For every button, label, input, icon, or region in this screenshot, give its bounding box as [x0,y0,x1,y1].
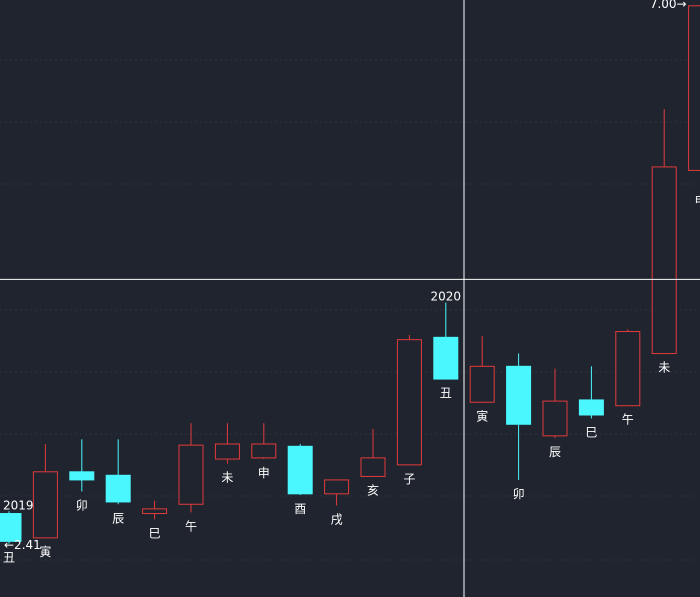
period-label: 酉 [294,502,306,516]
candle[interactable] [0,511,22,544]
period-label: 未 [658,361,670,375]
candle-body [651,166,677,355]
candle-body [105,474,131,503]
candle-body [396,339,422,466]
period-label: 丑 [3,551,15,565]
year-label-2019: 2019 [3,499,34,513]
period-label: 寅 [39,544,51,559]
candle[interactable] [214,423,240,464]
candle-body [688,5,700,171]
candle-body [69,471,95,481]
candle-body [178,444,204,505]
candle[interactable] [251,423,277,460]
period-label: 卯 [76,499,88,513]
candle[interactable] [105,439,131,505]
candle-body [433,336,459,380]
period-label: 辰 [549,445,561,459]
candle[interactable] [32,443,58,539]
high-price-marker: 7.00→ [650,0,687,11]
candle-body [578,399,604,416]
candles-group [0,0,700,544]
candle-body [287,445,313,495]
period-label: 辰 [112,511,124,525]
candle[interactable] [360,428,386,477]
period-label: 丑 [440,386,452,400]
period-label: 午 [622,413,634,427]
candle-body [0,513,22,542]
period-label: 申 [695,194,700,208]
candle[interactable] [651,108,677,355]
period-label: 寅 [476,408,488,423]
candle[interactable] [469,336,495,403]
candle[interactable] [178,423,204,513]
candle-body [360,457,386,477]
candle-body [32,471,58,539]
candle[interactable] [615,329,641,407]
candle[interactable] [542,368,568,439]
candle[interactable] [688,0,700,187]
candle-body [506,365,532,425]
candle[interactable] [324,479,350,506]
candle-body [542,400,568,437]
candle[interactable] [396,335,422,466]
period-label: 戌 [331,512,343,526]
period-label: 申 [258,466,270,480]
candle[interactable] [69,439,95,492]
labels-group: 2019 2020 ←2.41 7.00→ 丑寅卯辰巳 午未 申酉戌亥子丑寅卯辰巳午… [3,0,700,565]
candle-body [615,331,641,407]
candle-body [142,508,168,515]
candle[interactable] [142,500,168,520]
period-label: 未 [221,471,233,485]
candle-body [324,479,350,495]
period-label: 卯 [513,487,525,501]
low-price-marker: ←2.41 [4,538,41,552]
period-label: 亥 [367,483,379,497]
candle[interactable] [506,353,532,480]
grid-lines [0,59,700,561]
period-label: 子 [403,472,415,486]
period-label: 午 [185,519,197,533]
candle-body [214,443,240,460]
period-label: 巳 [149,526,161,540]
candle[interactable] [433,302,459,380]
candle[interactable] [287,443,313,495]
year-label-2020: 2020 [431,290,462,304]
candle[interactable] [578,366,604,419]
period-label: 巳 [585,425,597,439]
candle-body [251,443,277,459]
candle-body [469,365,495,403]
